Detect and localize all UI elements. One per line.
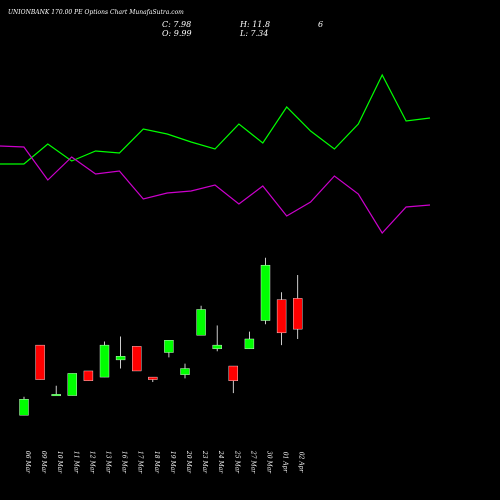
low-value: L: 7.34 (240, 29, 269, 38)
candle-body (260, 264, 271, 321)
candle-body (19, 399, 29, 416)
x-tick-label: 16 Mar (121, 451, 128, 474)
chart-title: UNIONBANK 170.00 PE Options Chart Munafa… (8, 9, 184, 16)
x-tick-label: 23 Mar (201, 450, 208, 474)
candle-body (276, 299, 287, 334)
candle-body (212, 344, 222, 350)
x-tick-label: 18 Mar (153, 451, 160, 474)
high-value: H: 11.8 (240, 20, 271, 29)
candle-body (228, 365, 239, 382)
candle-body (131, 346, 142, 372)
candle-body (99, 344, 110, 378)
x-tick-label: 17 Mar (137, 451, 144, 474)
x-tick-label: 25 Mar (233, 450, 240, 474)
candle-body (196, 309, 206, 336)
candle-body (67, 373, 78, 396)
candle-body (164, 340, 174, 353)
indicator-line-green (0, 73, 431, 165)
candle-body (148, 376, 158, 380)
candle-body (115, 356, 126, 361)
x-tick-label: 27 Mar (249, 450, 256, 474)
extra-value: 6 (318, 20, 324, 29)
close-value: C: 7.98 (162, 20, 192, 29)
x-tick-label: 11 Mar (72, 451, 79, 474)
x-tick-label: 13 Mar (105, 451, 112, 474)
x-tick-label: 09 Mar (40, 451, 47, 474)
x-tick-label: 01 Apr (282, 452, 289, 474)
x-tick-label: 19 Mar (169, 451, 176, 474)
candle-body (180, 368, 190, 375)
x-tick-label: 12 Mar (88, 451, 95, 474)
candle-body (293, 298, 303, 330)
x-tick-label: 30 Mar (266, 451, 273, 474)
x-tick-label: 02 Apr (298, 452, 305, 474)
x-tick-label: 20 Mar (185, 450, 192, 474)
x-tick-label: 06 Mar (24, 451, 31, 474)
open-value: O: 9.99 (162, 29, 192, 38)
x-tick-label: 10 Mar (56, 451, 63, 474)
candle-body (244, 338, 255, 350)
x-tick-label: 24 Mar (217, 450, 224, 474)
candle-body (35, 344, 45, 380)
candle-body (83, 370, 94, 381)
indicator-line-magenta (0, 145, 431, 234)
candle-body (51, 394, 61, 397)
